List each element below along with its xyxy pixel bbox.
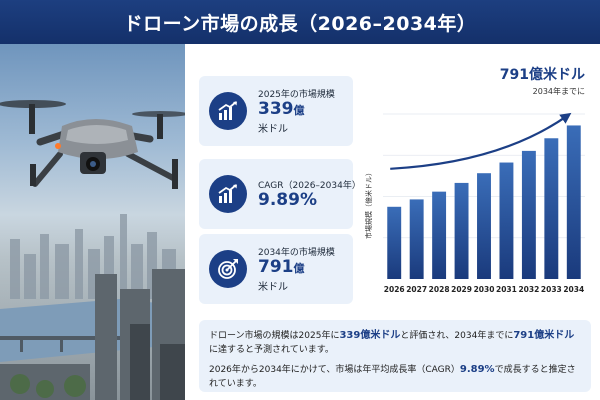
market-growth-chart: 市場規模（億米ドル） 2026 2027 2028 2029 2030 2031 2032 2… bbox=[365, 112, 585, 294]
bar-2028 bbox=[432, 191, 447, 279]
card-unit: 米ドル bbox=[258, 281, 288, 293]
x-tick-2030: 2030 bbox=[474, 285, 495, 294]
card-label: 2034年の市場規模 bbox=[258, 248, 335, 259]
x-tick-2031: 2031 bbox=[496, 285, 517, 294]
bar-2029 bbox=[454, 182, 469, 279]
summary-box: ドローン市場の規模は2025年に339億米ドルと評価され、2034年までに791… bbox=[199, 320, 591, 392]
bar-2032 bbox=[521, 150, 536, 279]
card-value: 9.89% bbox=[258, 189, 317, 210]
bar-2026 bbox=[387, 206, 402, 279]
x-tick-2029: 2029 bbox=[451, 285, 472, 294]
card-value: 339億 bbox=[258, 99, 305, 120]
bar-2034 bbox=[566, 125, 581, 279]
bar-2033 bbox=[544, 138, 559, 279]
bar-2027 bbox=[409, 199, 424, 279]
y-axis-label: 市場規模（億米ドル） bbox=[365, 169, 373, 239]
stat-card-2034-market-size: 2034年の市場規模 791億 米ドル bbox=[199, 234, 353, 304]
bar-2030 bbox=[477, 173, 491, 279]
chart-highlight-note: 2034年までに bbox=[532, 87, 585, 96]
x-tick-2034: 2034 bbox=[563, 285, 584, 294]
stat-card-cagr: CAGR（2026–2034年） 9.89% bbox=[199, 159, 361, 229]
chart-highlight: 791億米ドル 2034年までに bbox=[485, 64, 585, 97]
x-tick-2027: 2027 bbox=[406, 285, 427, 294]
page-header: ドローン市場の成長（2026–2034年） bbox=[0, 0, 600, 44]
drone-photo bbox=[0, 44, 185, 400]
growth-chart-icon bbox=[209, 92, 247, 130]
card-label: CAGR（2026–2034年） bbox=[258, 180, 361, 191]
content-panel: 2025年の市場規模 339億 米ドル CAGR（2026–2034年） 9.8… bbox=[185, 44, 600, 400]
x-tick-2032: 2032 bbox=[518, 285, 539, 294]
x-tick-2026: 2026 bbox=[384, 285, 405, 294]
target-icon bbox=[209, 250, 247, 288]
chart-highlight-value: 791億米ドル bbox=[499, 67, 585, 83]
stat-card-2025-market-size: 2025年の市場規模 339億 米ドル bbox=[199, 76, 353, 146]
x-tick-2028: 2028 bbox=[429, 285, 450, 294]
card-label: 2025年の市場規模 bbox=[258, 90, 335, 101]
card-unit: 米ドル bbox=[258, 123, 288, 135]
card-value: 791億 bbox=[258, 257, 305, 278]
x-tick-2033: 2033 bbox=[541, 285, 562, 294]
bar-2031 bbox=[499, 162, 514, 279]
growth-chart-icon bbox=[209, 175, 247, 213]
summary-line-1: ドローン市場の規模は2025年に339億米ドルと評価され、2034年までに791… bbox=[209, 330, 575, 355]
summary-line-2: 2026年から2034年にかけて、市場は年平均成長率（CAGR）9.89%で成長… bbox=[209, 363, 576, 389]
trend-arrow bbox=[390, 112, 572, 170]
page-title: ドローン市場の成長（2026–2034年） bbox=[123, 12, 477, 35]
